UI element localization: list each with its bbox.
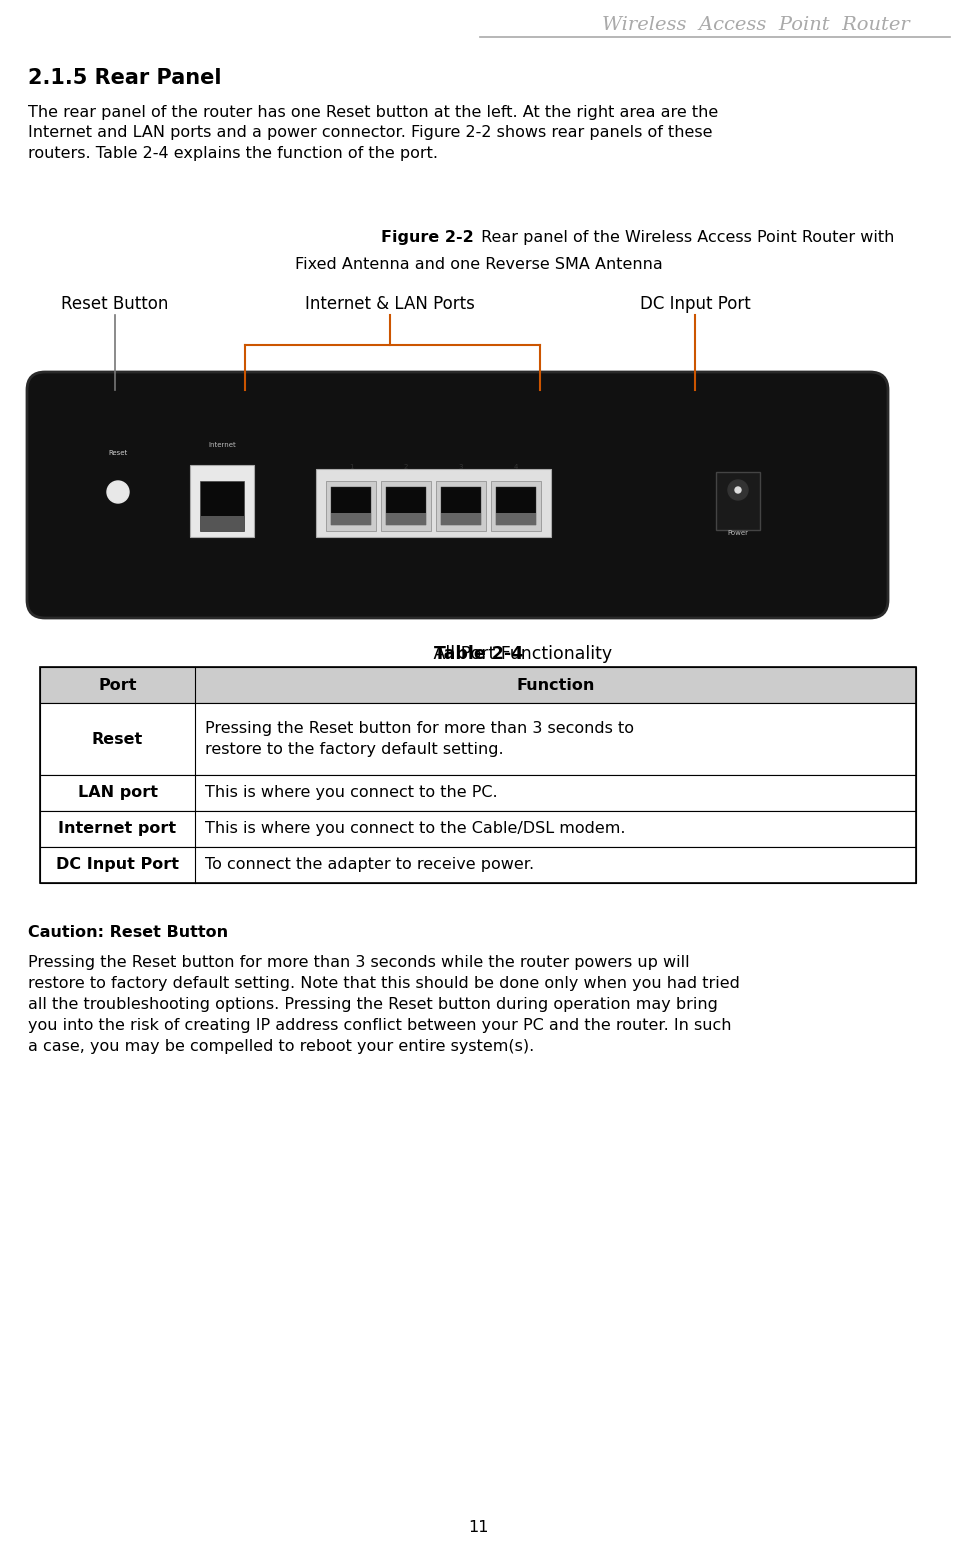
Text: This is where you connect to the Cable/DSL modem.: This is where you connect to the Cable/D… (205, 821, 626, 836)
Bar (381, 481, 431, 530)
Bar (441, 487, 481, 526)
Bar (716, 472, 760, 530)
Bar (200, 516, 244, 530)
Text: Port: Port (99, 677, 137, 693)
Circle shape (728, 479, 748, 499)
Text: DC Input Port: DC Input Port (56, 858, 179, 872)
Text: LAN port: LAN port (78, 785, 158, 801)
Text: 4: 4 (514, 464, 518, 470)
Bar (40, 775, 916, 812)
Bar (326, 481, 376, 530)
Bar (200, 481, 244, 530)
FancyBboxPatch shape (27, 373, 888, 618)
Text: Table 2-4: Table 2-4 (434, 645, 523, 663)
Bar (441, 513, 481, 526)
Text: Figure 2-2: Figure 2-2 (381, 230, 474, 244)
Bar (386, 513, 426, 526)
Text: All Port Functionality: All Port Functionality (429, 645, 612, 663)
Bar (40, 666, 916, 703)
Bar (40, 812, 916, 847)
Text: 11: 11 (468, 1521, 489, 1535)
Bar (40, 703, 916, 775)
Text: Internet: Internet (208, 442, 235, 448)
Text: Internet & LAN Ports: Internet & LAN Ports (305, 295, 475, 312)
Bar (316, 468, 551, 536)
Text: Rear panel of the Wireless Access Point Router with: Rear panel of the Wireless Access Point … (476, 230, 894, 244)
Text: The rear panel of the router has one Reset button at the left. At the right area: The rear panel of the router has one Res… (28, 105, 719, 161)
Circle shape (735, 487, 741, 493)
Text: Power: Power (727, 530, 748, 536)
Text: 1: 1 (348, 464, 353, 470)
Text: Internet port: Internet port (58, 821, 176, 836)
Text: 2.1.5 Rear Panel: 2.1.5 Rear Panel (28, 68, 221, 88)
Text: 3: 3 (458, 464, 463, 470)
Bar (496, 487, 536, 526)
Bar (491, 481, 541, 530)
Text: Wireless  Access  Point  Router: Wireless Access Point Router (602, 15, 910, 34)
Text: Caution: Reset Button: Caution: Reset Button (28, 925, 228, 940)
Text: Pressing the Reset button for more than 3 seconds to
restore to the factory defa: Pressing the Reset button for more than … (205, 720, 634, 758)
Bar (386, 487, 426, 526)
Bar (436, 481, 486, 530)
Circle shape (107, 481, 129, 502)
Text: Fixed Antenna and one Reverse SMA Antenna: Fixed Antenna and one Reverse SMA Antenn… (295, 257, 662, 272)
Text: Reset: Reset (92, 731, 144, 747)
Text: DC Input Port: DC Input Port (639, 295, 750, 312)
Text: Reset Button: Reset Button (61, 295, 168, 312)
Text: 2: 2 (404, 464, 409, 470)
Bar (331, 487, 371, 526)
Bar (331, 513, 371, 526)
Bar (40, 847, 916, 883)
Text: Function: Function (517, 677, 594, 693)
Bar (496, 513, 536, 526)
Text: Pressing the Reset button for more than 3 seconds while the router powers up wil: Pressing the Reset button for more than … (28, 955, 740, 1054)
Bar (190, 465, 254, 536)
Text: To connect the adapter to receive power.: To connect the adapter to receive power. (205, 858, 534, 872)
Bar (40, 666, 916, 883)
Text: This is where you connect to the PC.: This is where you connect to the PC. (205, 785, 498, 801)
Text: Reset: Reset (108, 450, 127, 456)
